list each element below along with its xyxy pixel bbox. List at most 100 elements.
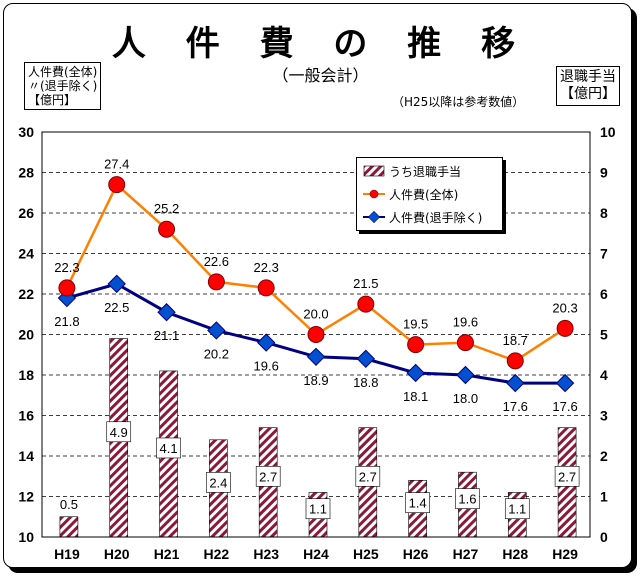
left-tick-label: 14 [18, 448, 34, 464]
right-tick-label: 1 [600, 489, 608, 505]
right-tick-label: 3 [600, 408, 608, 424]
legend-swatch-total [363, 189, 385, 199]
left-tick-label: 26 [18, 205, 34, 221]
total-point [407, 336, 425, 354]
left-tick-label: 16 [18, 408, 34, 424]
chart-subtitle: （一般会計） [272, 66, 369, 85]
bar-data-label: 4.1 [160, 441, 178, 456]
plot-area-border [41, 131, 591, 538]
bar-data-label: 2.7 [259, 469, 277, 484]
x-tick-label: H24 [303, 546, 329, 562]
excl-data-label: 19.6 [254, 359, 279, 374]
reference-note: （H25以降は参考数値） [392, 95, 525, 109]
right-tick-label: 7 [600, 246, 608, 262]
total-data-label: 19.6 [453, 315, 478, 330]
legend-item-retirement: うち退職手当 [363, 162, 461, 180]
x-tick-label: H26 [403, 546, 429, 562]
excl-data-label: 20.2 [204, 346, 229, 361]
left-unit-line-3: 【億円】 [28, 93, 77, 107]
x-tick-label: H20 [104, 546, 130, 562]
excl-point [306, 347, 326, 366]
left-axis-unit-box: 人件費(全体) 〃(退手除く) 【億円】 [24, 62, 102, 110]
right-unit-line-2: 【億円】 [560, 86, 616, 102]
total-data-label: 27.4 [104, 157, 129, 172]
right-tick-label: 2 [600, 448, 608, 464]
legend-label-retirement: うち退職手当 [389, 164, 462, 179]
x-tick-label: H28 [502, 546, 528, 562]
left-unit-line-1: 人件費(全体) [28, 65, 98, 79]
total-data-label: 22.3 [254, 260, 279, 275]
total-point [108, 176, 126, 194]
x-tick-label: H19 [54, 546, 80, 562]
excl-data-label: 18.9 [303, 373, 328, 388]
bar-label-box [504, 498, 530, 520]
total-point [158, 220, 176, 238]
right-unit-line-1: 退職手当 [560, 69, 616, 85]
right-tick-label: 9 [600, 165, 608, 181]
right-tick-label: 4 [600, 367, 608, 383]
excl-data-label: 22.5 [104, 300, 129, 315]
excl-data-label: 17.6 [503, 399, 528, 414]
excl-point [207, 321, 226, 340]
excl-data-label: 21.8 [54, 314, 79, 329]
left-tick-label: 30 [18, 124, 34, 140]
bar-data-label: 1.1 [309, 502, 327, 517]
left-tick-label: 10 [18, 529, 34, 545]
excl-point [456, 365, 475, 385]
total-point [506, 352, 524, 370]
bar-label-box [206, 472, 231, 493]
legend-swatch-excl [363, 211, 385, 223]
bar-label-box [156, 437, 181, 459]
right-tick-label: 8 [600, 205, 608, 221]
bar-data-label: 2.7 [359, 469, 377, 484]
excl-data-label: 17.6 [552, 399, 577, 414]
total-data-label: 25.2 [154, 201, 179, 216]
x-tick-label: H29 [552, 546, 578, 562]
bar-label-box [106, 421, 132, 443]
right-axis-unit-box: 退職手当 【億円】 [556, 66, 620, 106]
retirement-bar [59, 516, 79, 538]
left-tick-label: 24 [18, 246, 34, 262]
total-point [207, 273, 225, 291]
legend-label-total: 人件費(全体) [389, 187, 459, 202]
total-point [58, 279, 76, 297]
legend-item-excl: 人件費(退手除く) [363, 208, 482, 226]
excl-data-label: 18.0 [453, 391, 478, 406]
legend-item-total: 人件費(全体) [363, 185, 458, 203]
excl-point [107, 274, 126, 294]
total-data-label: 18.7 [503, 333, 528, 348]
bar-data-label: 4.9 [110, 425, 128, 440]
right-tick-label: 10 [600, 124, 616, 140]
left-tick-label: 22 [18, 286, 34, 302]
total-data-label: 20.3 [552, 300, 577, 315]
total-point [556, 319, 574, 337]
left-tick-label: 20 [18, 327, 34, 343]
excl-data-label: 18.8 [353, 375, 378, 390]
bar-data-label: 1.1 [508, 502, 526, 517]
total-data-label: 22.6 [204, 254, 229, 269]
total-point [357, 295, 375, 313]
total-data-label: 19.5 [403, 317, 428, 332]
x-tick-label: H25 [353, 546, 379, 562]
excl-point [356, 349, 376, 368]
excl-point [406, 363, 425, 383]
bar-label-box [255, 466, 281, 487]
total-point [257, 279, 275, 297]
right-tick-label: 6 [600, 286, 608, 302]
legend-swatch-bar [363, 165, 385, 177]
x-tick-label: H21 [154, 546, 180, 562]
total-data-label: 20.0 [303, 307, 328, 322]
bar-data-label: 2.7 [558, 469, 576, 484]
excl-point [256, 333, 276, 352]
total-data-label: 22.3 [54, 260, 79, 275]
bar-data-label: 1.6 [458, 492, 476, 507]
bar-data-label: 1.4 [409, 496, 427, 511]
bar-label-box [355, 466, 381, 487]
bar-data-label: 2.4 [209, 475, 227, 490]
left-tick-label: 12 [18, 489, 34, 505]
bar-label-box [305, 498, 331, 520]
x-tick-label: H27 [453, 546, 479, 562]
total-point [307, 326, 325, 343]
excl-point [555, 373, 575, 393]
